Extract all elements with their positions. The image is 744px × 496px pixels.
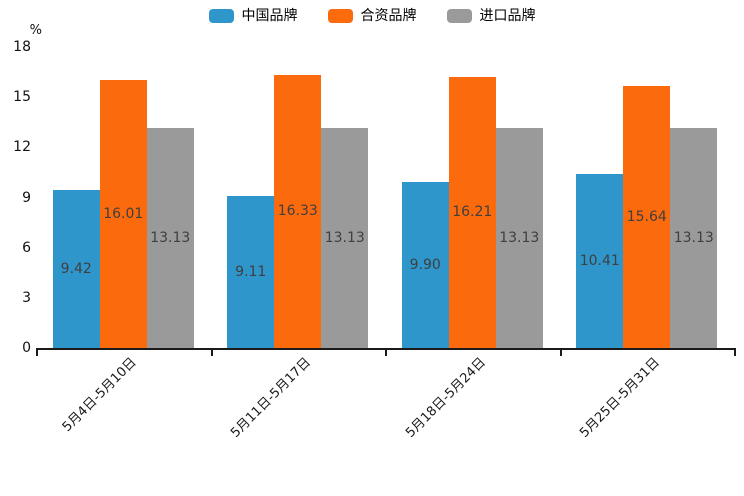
legend-label: 合资品牌 bbox=[360, 8, 417, 24]
x-axis-tick bbox=[559, 348, 562, 356]
y-axis-tick-label: 15 bbox=[13, 89, 31, 106]
bar-value-label: 16.01 bbox=[103, 206, 144, 223]
x-axis-tick bbox=[385, 348, 387, 356]
bar-value-label: 13.13 bbox=[673, 230, 714, 247]
bar-value-label: 16.33 bbox=[277, 203, 318, 220]
legend-item-合资品牌: 合资品牌 bbox=[327, 7, 417, 25]
x-axis-category-label: 5月11日-5月17日 bbox=[228, 355, 315, 441]
y-axis-tick-label: 12 bbox=[13, 139, 31, 156]
legend-swatch bbox=[208, 9, 234, 23]
bar-value-label: 15.64 bbox=[626, 209, 667, 226]
bar-进口品牌 bbox=[495, 128, 543, 348]
bar-进口品牌 bbox=[670, 128, 718, 348]
x-axis-category-label: 5月25日-5月31日 bbox=[577, 355, 664, 441]
y-axis-tick-label: 18 bbox=[13, 39, 31, 55]
bar-value-label: 10.41 bbox=[579, 252, 620, 269]
chart-legend: 中国品牌 合资品牌 进口品牌 bbox=[0, 7, 744, 25]
bar-进口品牌 bbox=[146, 128, 194, 348]
legend-item-中国品牌: 中国品牌 bbox=[208, 7, 298, 25]
x-axis-category-label: 5月4日-5月10日 bbox=[59, 355, 140, 435]
bar-合资品牌 bbox=[274, 74, 322, 348]
bar-中国品牌 bbox=[576, 173, 624, 348]
bar-中国品牌 bbox=[401, 182, 449, 348]
legend-label: 进口品牌 bbox=[479, 8, 536, 24]
bar-value-label: 13.13 bbox=[499, 230, 540, 247]
y-axis-tick-label: 0 bbox=[22, 340, 31, 356]
bar-value-label: 9.90 bbox=[409, 257, 441, 274]
x-axis-tick bbox=[210, 348, 213, 356]
bar-合资品牌 bbox=[448, 76, 496, 348]
x-axis-tick bbox=[734, 348, 736, 356]
bar-value-label: 9.11 bbox=[235, 263, 267, 280]
y-axis-tick-label: 3 bbox=[22, 289, 31, 306]
bar-进口品牌 bbox=[321, 128, 369, 348]
y-axis-unit-label: % bbox=[29, 23, 42, 38]
bar-中国品牌 bbox=[227, 195, 275, 348]
x-axis-category-label: 5月18日-5月24日 bbox=[403, 355, 489, 441]
bar-value-label: 9.42 bbox=[60, 261, 92, 278]
bar-value-label: 13.13 bbox=[324, 230, 365, 247]
bar-合资品牌 bbox=[99, 80, 147, 348]
x-axis-tick bbox=[36, 348, 38, 356]
legend-label: 中国品牌 bbox=[241, 8, 298, 24]
bar-value-label: 16.21 bbox=[452, 204, 493, 221]
y-axis-tick-label: 9 bbox=[22, 189, 31, 206]
bar-value-label: 13.13 bbox=[150, 230, 191, 247]
bar-中国品牌 bbox=[52, 190, 100, 348]
bar-合资品牌 bbox=[623, 86, 671, 348]
legend-item-进口品牌: 进口品牌 bbox=[446, 7, 536, 25]
legend-swatch bbox=[446, 9, 472, 23]
legend-swatch bbox=[327, 9, 353, 23]
y-axis-tick-label: 6 bbox=[22, 239, 31, 256]
